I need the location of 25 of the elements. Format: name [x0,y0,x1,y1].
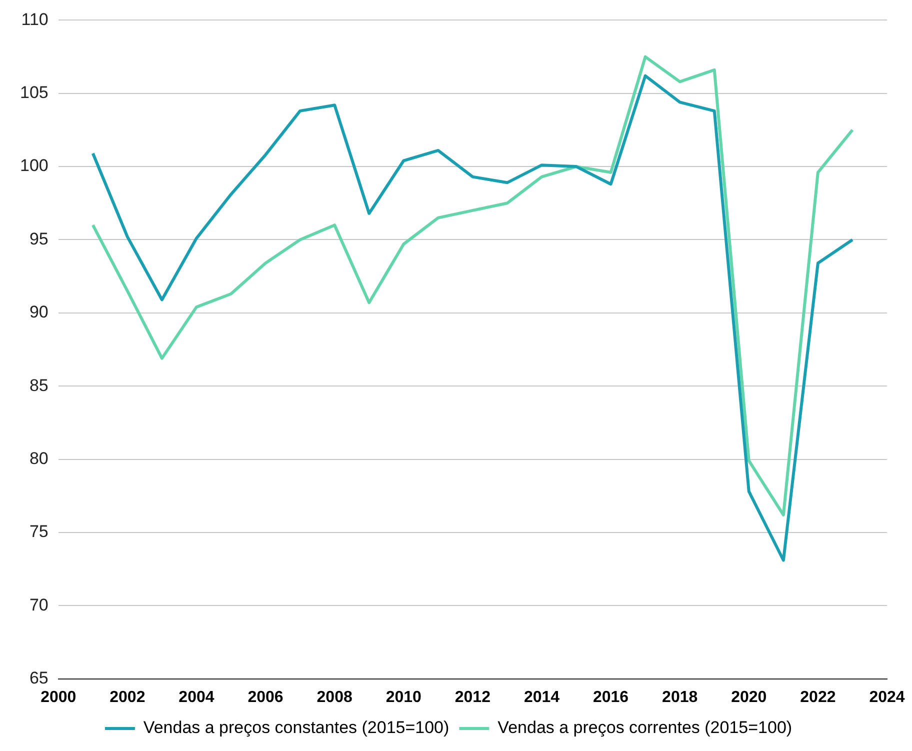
legend-label: Vendas a preços correntes (2015=100) [498,718,792,738]
y-tick-label: 95 [29,229,48,248]
y-tick-label: 70 [29,595,48,614]
x-tick-label: 2020 [731,688,767,706]
y-tick-label: 75 [29,522,48,542]
y-tick-label: 110 [21,10,48,29]
x-tick-label: 2018 [662,688,698,706]
y-tick-label: 105 [20,83,48,102]
x-tick-label: 2004 [178,688,214,706]
x-tick-label: 2002 [110,688,146,706]
x-tick-label: 2008 [316,688,352,706]
x-tick-label: 2012 [454,688,491,706]
x-tick-label: 2014 [524,688,560,706]
y-tick-label: 80 [29,448,48,468]
y-tick-label: 100 [20,156,48,176]
x-tick-label: 2010 [386,688,422,706]
x-tick-label: 2022 [800,688,836,706]
x-tick-label: 2006 [248,688,284,706]
x-tick-label: 2000 [40,688,76,706]
y-tick-label: 65 [29,668,48,688]
x-tick-label: 2024 [869,688,905,706]
legend-label: Vendas a preços constantes (2015=100) [143,718,450,738]
x-tick-label: 2016 [592,688,629,706]
y-tick-label: 85 [29,376,48,395]
y-tick-label: 90 [29,302,48,322]
